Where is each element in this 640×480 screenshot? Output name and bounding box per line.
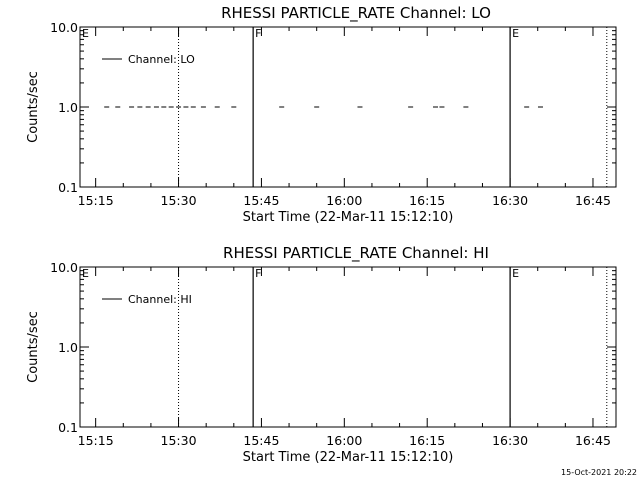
x-tick-label: 16:30 bbox=[492, 193, 528, 208]
event-flag: F bbox=[255, 27, 261, 40]
x-tick-label: 16:15 bbox=[409, 433, 445, 448]
chart-title: RHESSI PARTICLE_RATE Channel: LO bbox=[221, 4, 491, 23]
plot-frame bbox=[79, 266, 617, 428]
y-axis-label: Counts/sec bbox=[26, 71, 41, 143]
x-tick-label: 16:30 bbox=[492, 433, 528, 448]
y-tick-label: 0.1 bbox=[58, 180, 78, 195]
x-tick-label: 15:45 bbox=[243, 433, 279, 448]
event-flag: E bbox=[512, 267, 519, 280]
event-flag: E bbox=[82, 27, 89, 40]
y-tick-label: 10.0 bbox=[50, 20, 78, 35]
y-tick-label: 10.0 bbox=[50, 260, 78, 275]
date-stamp: 15-Oct-2021 20:22 bbox=[561, 468, 637, 477]
y-tick-label: 1.0 bbox=[58, 100, 78, 115]
chart-title: RHESSI PARTICLE_RATE Channel: HI bbox=[223, 244, 489, 263]
x-tick-label: 15:15 bbox=[78, 433, 114, 448]
x-tick-label: 15:15 bbox=[78, 193, 114, 208]
y-tick-label: 1.0 bbox=[58, 340, 78, 355]
x-axis-label: Start Time (22-Mar-11 15:12:10) bbox=[243, 210, 454, 225]
chart-panel-1: RHESSI PARTICLE_RATE Channel: LO 0.1 1.0 10… bbox=[26, 4, 617, 225]
event-flag: E bbox=[82, 267, 89, 280]
x-tick-label: 16:15 bbox=[409, 193, 445, 208]
x-tick-label: 16:00 bbox=[326, 433, 362, 448]
x-tick-label: 15:30 bbox=[161, 193, 197, 208]
event-flag: F bbox=[255, 267, 261, 280]
x-axis-label: Start Time (22-Mar-11 15:12:10) bbox=[243, 450, 454, 465]
x-tick-label: 15:30 bbox=[161, 433, 197, 448]
y-tick-label: 0.1 bbox=[58, 420, 78, 435]
event-flag: E bbox=[512, 27, 519, 40]
plot-frame bbox=[79, 26, 617, 188]
x-tick-label: 16:45 bbox=[575, 433, 611, 448]
chart-panel-2: RHESSI PARTICLE_RATE Channel: HI 0.1 1.0 10… bbox=[26, 244, 617, 465]
y-axis-label: Counts/sec bbox=[26, 311, 41, 383]
x-tick-label: 16:00 bbox=[326, 193, 362, 208]
legend-entry: Channel: HI bbox=[128, 293, 192, 306]
x-tick-label: 16:45 bbox=[575, 193, 611, 208]
x-tick-label: 15:45 bbox=[243, 193, 279, 208]
legend-entry: Channel: LO bbox=[128, 53, 195, 66]
